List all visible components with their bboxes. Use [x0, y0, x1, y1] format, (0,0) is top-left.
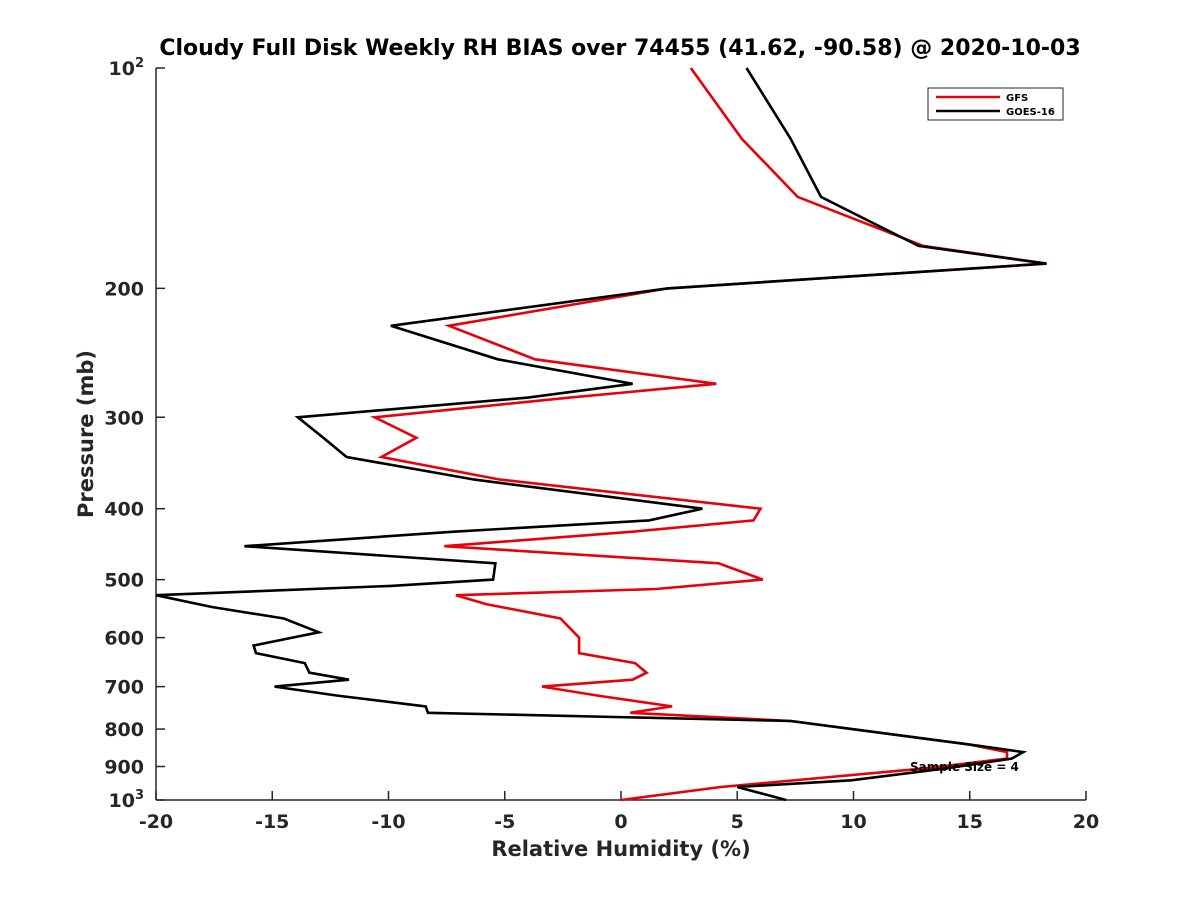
legend-label-gfs: GFS: [1006, 93, 1028, 104]
y-axis-ticks: 102 200 300 400 500 600 700 800 900 103: [104, 56, 165, 812]
x-tick-label: 5: [731, 811, 744, 833]
x-tick-label: 10: [840, 811, 866, 833]
y-tick-label: 103: [109, 788, 145, 812]
y-tick-label: 500: [104, 570, 144, 592]
legend-label-goes16: GOES-16: [1006, 107, 1055, 118]
x-tick-label: -5: [494, 811, 515, 833]
y-axis-title: Pressure (mb): [74, 350, 98, 518]
legend-box: [927, 87, 1064, 121]
plot-area: [156, 68, 1086, 800]
x-tick-label: 15: [957, 811, 983, 833]
chart-title: Cloudy Full Disk Weekly RH BIAS over 744…: [159, 36, 1080, 61]
x-tick-label: -20: [139, 811, 173, 833]
series-layer: [155, 67, 1047, 802]
y-tick-label: 600: [104, 628, 144, 650]
x-tick-label: -15: [255, 811, 289, 833]
y-tick-label: 700: [104, 677, 144, 699]
x-axis-title: Relative Humidity (%): [491, 837, 750, 861]
series-line-gfs: [369, 67, 1047, 802]
y-tick-label: 200: [104, 278, 144, 300]
y-tick-label: 300: [104, 407, 144, 429]
y-tick-label: 102: [109, 56, 145, 80]
x-tick-label: 20: [1073, 811, 1099, 833]
y-tick-label: 900: [104, 757, 144, 779]
y-tick-label: 400: [104, 499, 144, 521]
series-line-goes16: [155, 67, 1047, 802]
x-tick-label: -10: [371, 811, 405, 833]
legend: GFS GOES-16: [927, 87, 1064, 121]
x-axis-ticks: -20 -15 -10 -5 0 5 10 15 20: [139, 791, 1099, 833]
sample-size-annotation: Sample Size = 4: [910, 760, 1019, 774]
x-tick-label: 0: [614, 811, 627, 833]
y-tick-label: 800: [104, 719, 144, 741]
